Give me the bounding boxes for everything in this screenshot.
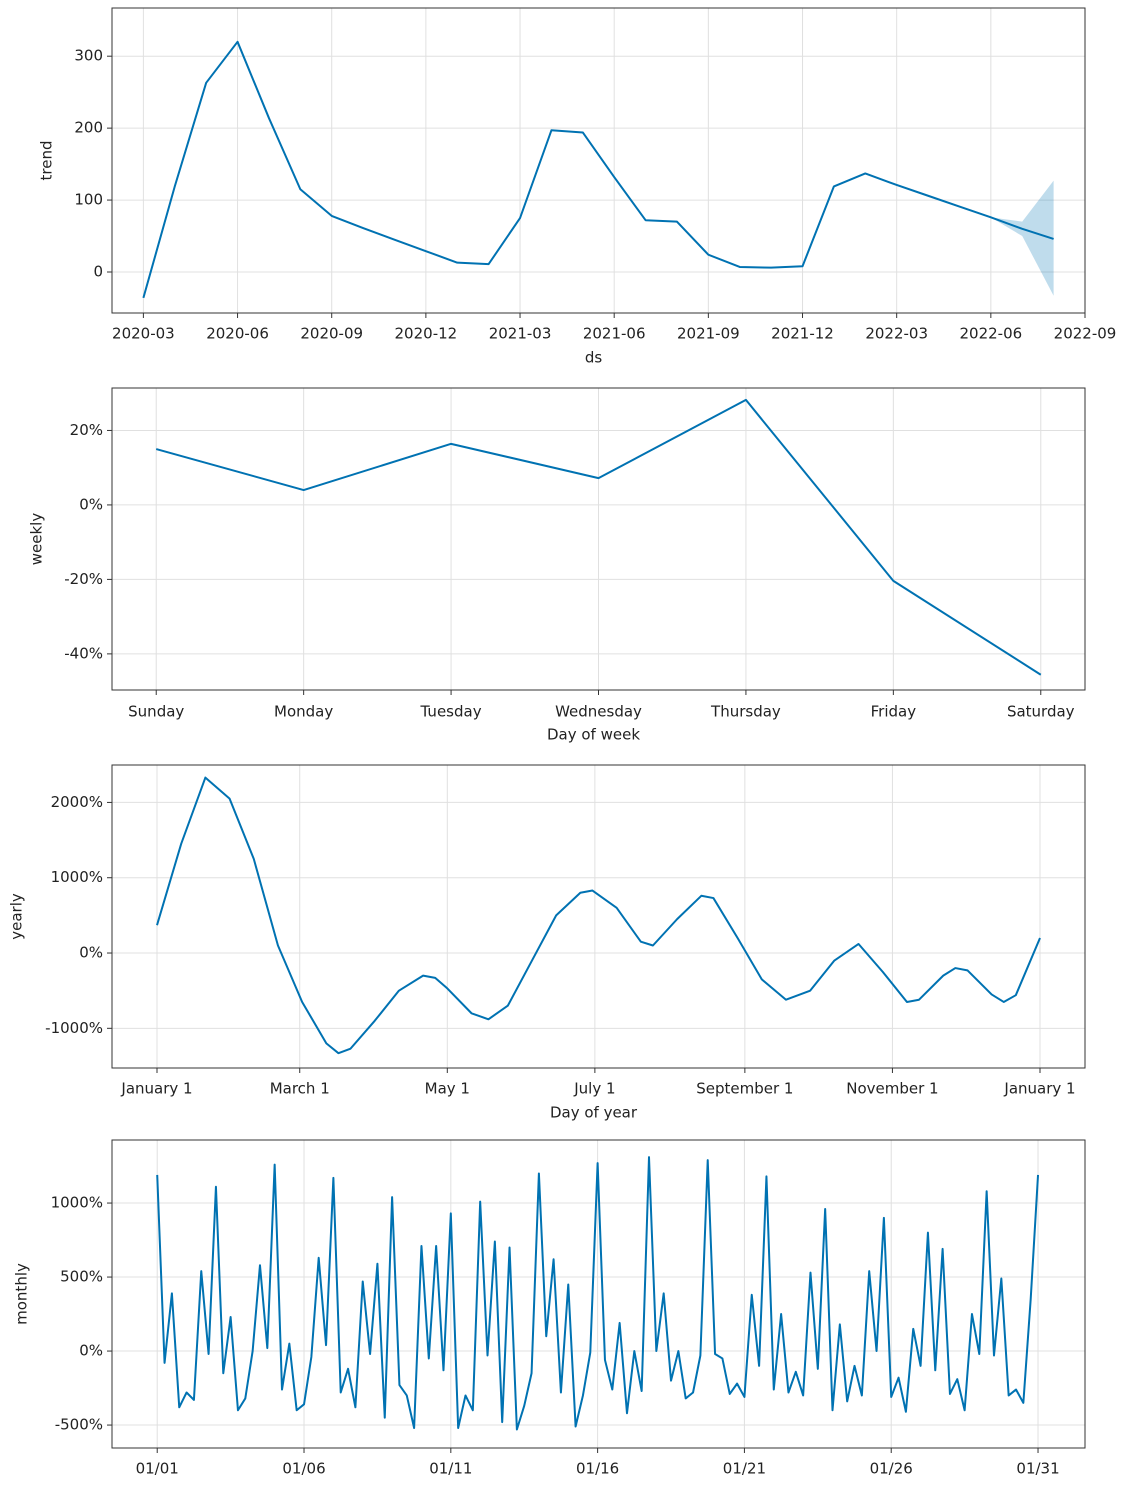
x-tick-label: Wednesday (555, 703, 642, 721)
x-tick-label: Sunday (128, 703, 184, 721)
component-line (155, 398, 1042, 676)
y-tick-label: 20% (70, 421, 103, 439)
y-tick-label: 2000% (51, 793, 103, 811)
y-tick-label: 1000% (51, 1194, 103, 1212)
plot-frame (111, 764, 1086, 1069)
x-tick-label: 2021-03 (489, 325, 552, 343)
x-tick-label: 2022-09 (1054, 325, 1117, 343)
plot-frame (111, 387, 1086, 691)
x-tick-label: 01/21 (723, 1460, 766, 1478)
x-axis-label: ds (585, 349, 603, 367)
y-tick-label: -40% (64, 644, 103, 662)
plot-frame (111, 1139, 1086, 1449)
x-tick-label: 01/11 (429, 1460, 472, 1478)
x-tick-label: Monday (274, 703, 333, 721)
y-tick-label: 0 (93, 262, 103, 280)
y-tick-label: -1000% (45, 1019, 103, 1037)
x-tick-label: Tuesday (420, 703, 482, 721)
x-tick-label: 01/06 (282, 1460, 325, 1478)
y-tick-label: -20% (64, 570, 103, 588)
x-tick-label: 2020-09 (300, 325, 363, 343)
x-tick-label: November 1 (846, 1080, 938, 1098)
x-axis-label: Day of year (550, 1104, 638, 1122)
y-tick-label: 200 (74, 119, 103, 137)
x-tick-label: March 1 (270, 1080, 330, 1098)
x-tick-label: January 1 (120, 1080, 192, 1098)
y-tick-label: 300 (74, 47, 103, 65)
x-tick-label: 01/31 (1016, 1460, 1059, 1478)
x-tick-label: 2020-06 (206, 325, 269, 343)
x-tick-label: Saturday (1007, 703, 1075, 721)
component-line (142, 40, 1054, 299)
x-tick-label: 2020-03 (112, 325, 175, 343)
x-tick-label: 2020-12 (395, 325, 458, 343)
plot-frame (111, 7, 1086, 314)
y-axis-label: weekly (28, 513, 46, 566)
component-line (156, 776, 1041, 1055)
x-tick-label: July 1 (573, 1080, 615, 1098)
x-tick-label: 01/16 (576, 1460, 619, 1478)
y-tick-label: 0% (79, 1342, 103, 1360)
y-tick-label: -500% (55, 1416, 103, 1434)
uncertainty-band (990, 180, 1054, 296)
y-tick-label: 500% (60, 1268, 103, 1286)
x-tick-label: 2021-09 (677, 325, 740, 343)
y-axis-label: trend (38, 141, 56, 181)
y-tick-label: 0% (79, 944, 103, 962)
x-axis-label: Day of week (547, 726, 640, 744)
x-tick-label: Thursday (710, 703, 781, 721)
x-tick-label: 2021-06 (583, 325, 646, 343)
x-tick-label: January 1 (1003, 1080, 1075, 1098)
x-tick-label: September 1 (696, 1080, 793, 1098)
x-tick-label: May 1 (425, 1080, 470, 1098)
x-tick-label: 2022-06 (959, 325, 1022, 343)
x-tick-label: 01/01 (136, 1460, 179, 1478)
y-tick-label: 100 (74, 191, 103, 209)
x-tick-label: Friday (871, 703, 917, 721)
component-line (156, 1156, 1040, 1431)
y-tick-label: 1000% (51, 868, 103, 886)
x-tick-label: 2021-12 (771, 325, 834, 343)
y-axis-label: monthly (13, 1263, 31, 1325)
y-tick-label: 0% (79, 495, 103, 513)
x-tick-label: 2022-03 (865, 325, 928, 343)
x-tick-label: 01/26 (870, 1460, 913, 1478)
y-axis-label: yearly (8, 893, 26, 940)
